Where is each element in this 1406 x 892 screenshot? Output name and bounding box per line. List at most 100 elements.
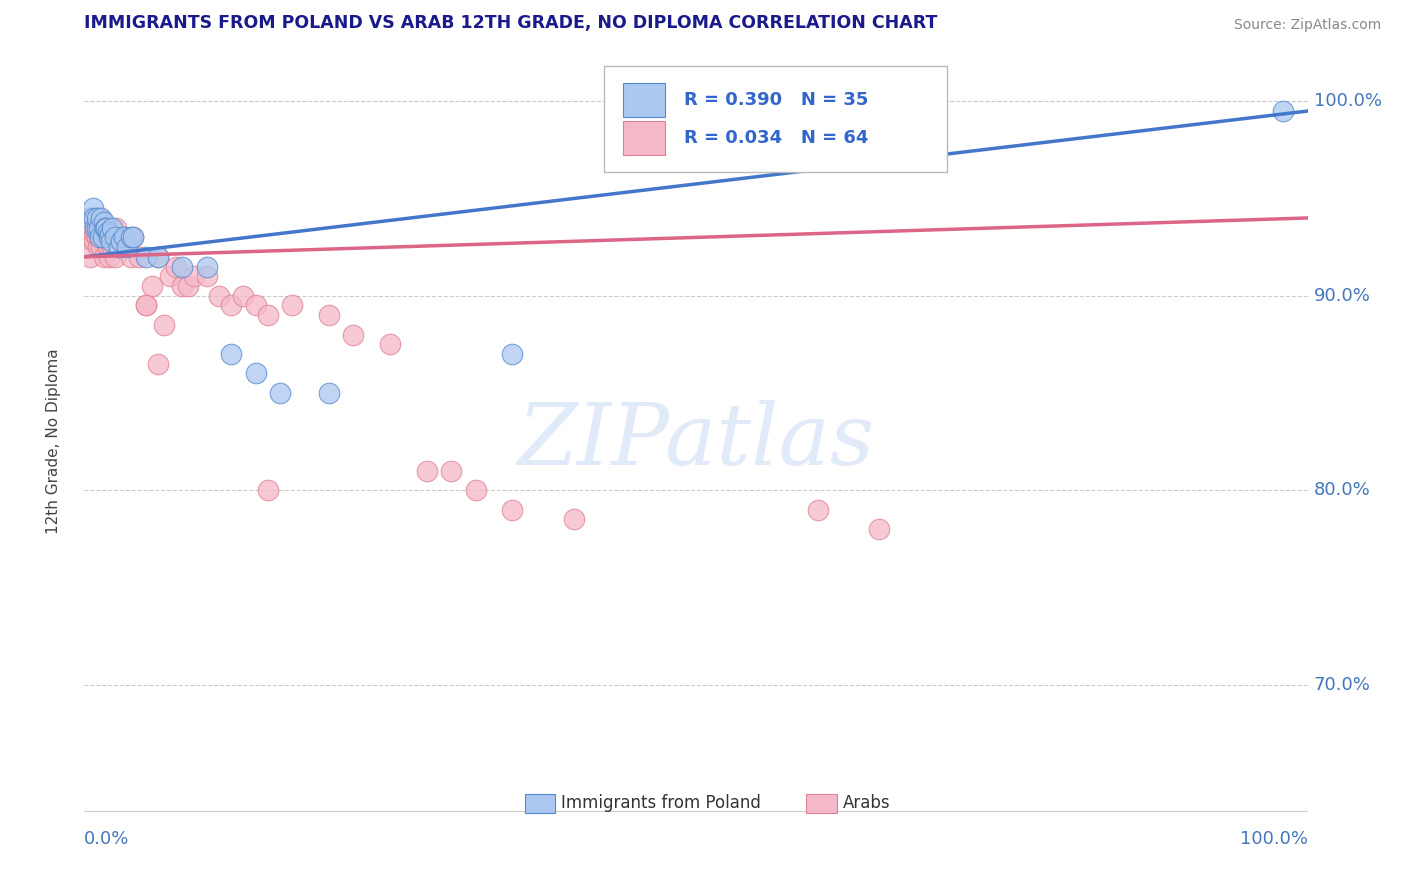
- Point: [153, 318, 176, 332]
- Point: [146, 250, 169, 264]
- Point: [380, 337, 402, 351]
- Bar: [524, 794, 555, 814]
- Text: 100.0%: 100.0%: [1313, 93, 1382, 111]
- Text: R = 0.390   N = 35: R = 0.390 N = 35: [683, 91, 868, 110]
- FancyBboxPatch shape: [623, 83, 665, 118]
- Point: [89, 230, 111, 244]
- Point: [100, 235, 122, 249]
- Point: [101, 240, 124, 254]
- Point: [90, 211, 112, 225]
- Bar: [806, 794, 837, 814]
- Point: [97, 240, 120, 254]
- Text: R = 0.034   N = 64: R = 0.034 N = 64: [683, 129, 868, 147]
- Text: Source: ZipAtlas.com: Source: ZipAtlas.com: [1233, 18, 1381, 32]
- Point: [342, 327, 364, 342]
- Point: [115, 240, 138, 254]
- Point: [105, 220, 128, 235]
- Point: [80, 230, 103, 244]
- Point: [195, 269, 218, 284]
- Point: [146, 250, 169, 264]
- Text: ZIPatlas: ZIPatlas: [517, 401, 875, 483]
- Point: [98, 220, 121, 235]
- Point: [91, 230, 114, 244]
- Point: [83, 211, 105, 225]
- Point: [807, 502, 830, 516]
- Point: [107, 240, 129, 254]
- Point: [84, 220, 107, 235]
- Point: [96, 230, 118, 244]
- Point: [91, 220, 114, 235]
- Point: [165, 260, 187, 274]
- Point: [122, 230, 145, 244]
- Point: [96, 220, 118, 235]
- Point: [1272, 103, 1295, 118]
- Point: [87, 240, 110, 254]
- Point: [104, 250, 127, 264]
- Point: [98, 227, 121, 241]
- FancyBboxPatch shape: [605, 66, 946, 172]
- Point: [97, 225, 120, 239]
- Text: 90.0%: 90.0%: [1313, 286, 1371, 305]
- Point: [93, 250, 115, 264]
- Point: [219, 347, 242, 361]
- Point: [112, 230, 135, 244]
- Point: [94, 220, 117, 235]
- Point: [159, 269, 181, 284]
- Point: [82, 220, 104, 235]
- Point: [112, 230, 135, 244]
- Point: [128, 250, 150, 264]
- Point: [502, 502, 524, 516]
- Point: [177, 279, 200, 293]
- Text: 12th Grade, No Diploma: 12th Grade, No Diploma: [46, 349, 62, 534]
- Point: [84, 227, 107, 241]
- Point: [245, 367, 267, 381]
- Text: 70.0%: 70.0%: [1313, 675, 1371, 694]
- Point: [100, 230, 122, 244]
- Text: 100.0%: 100.0%: [1240, 830, 1308, 848]
- Point: [115, 240, 138, 254]
- Point: [281, 298, 304, 312]
- Point: [79, 211, 101, 225]
- Point: [269, 386, 291, 401]
- Point: [110, 230, 132, 244]
- Point: [146, 357, 169, 371]
- Point: [107, 240, 129, 254]
- Point: [101, 220, 124, 235]
- Point: [318, 308, 340, 322]
- Point: [104, 230, 127, 244]
- Point: [97, 250, 120, 264]
- Point: [562, 512, 585, 526]
- Point: [87, 220, 110, 235]
- Point: [440, 464, 463, 478]
- Point: [135, 298, 157, 312]
- Point: [318, 386, 340, 401]
- Point: [208, 289, 231, 303]
- Point: [87, 230, 110, 244]
- Point: [94, 220, 117, 235]
- Point: [502, 347, 524, 361]
- Point: [172, 279, 194, 293]
- Text: IMMIGRANTS FROM POLAND VS ARAB 12TH GRADE, NO DIPLOMA CORRELATION CHART: IMMIGRANTS FROM POLAND VS ARAB 12TH GRAD…: [84, 14, 938, 32]
- Point: [86, 220, 108, 235]
- Point: [464, 483, 486, 497]
- Point: [135, 250, 157, 264]
- Point: [86, 220, 108, 235]
- Point: [90, 240, 112, 254]
- Point: [120, 250, 142, 264]
- Point: [110, 235, 132, 249]
- Point: [77, 230, 100, 244]
- Point: [183, 269, 205, 284]
- Point: [97, 230, 120, 244]
- Point: [869, 522, 891, 536]
- FancyBboxPatch shape: [623, 121, 665, 155]
- Point: [257, 308, 280, 322]
- Text: 0.0%: 0.0%: [84, 830, 129, 848]
- Point: [172, 260, 194, 274]
- Point: [232, 289, 254, 303]
- Point: [195, 260, 218, 274]
- Point: [120, 230, 142, 244]
- Point: [77, 211, 100, 225]
- Point: [89, 220, 111, 235]
- Point: [122, 230, 145, 244]
- Point: [76, 220, 98, 235]
